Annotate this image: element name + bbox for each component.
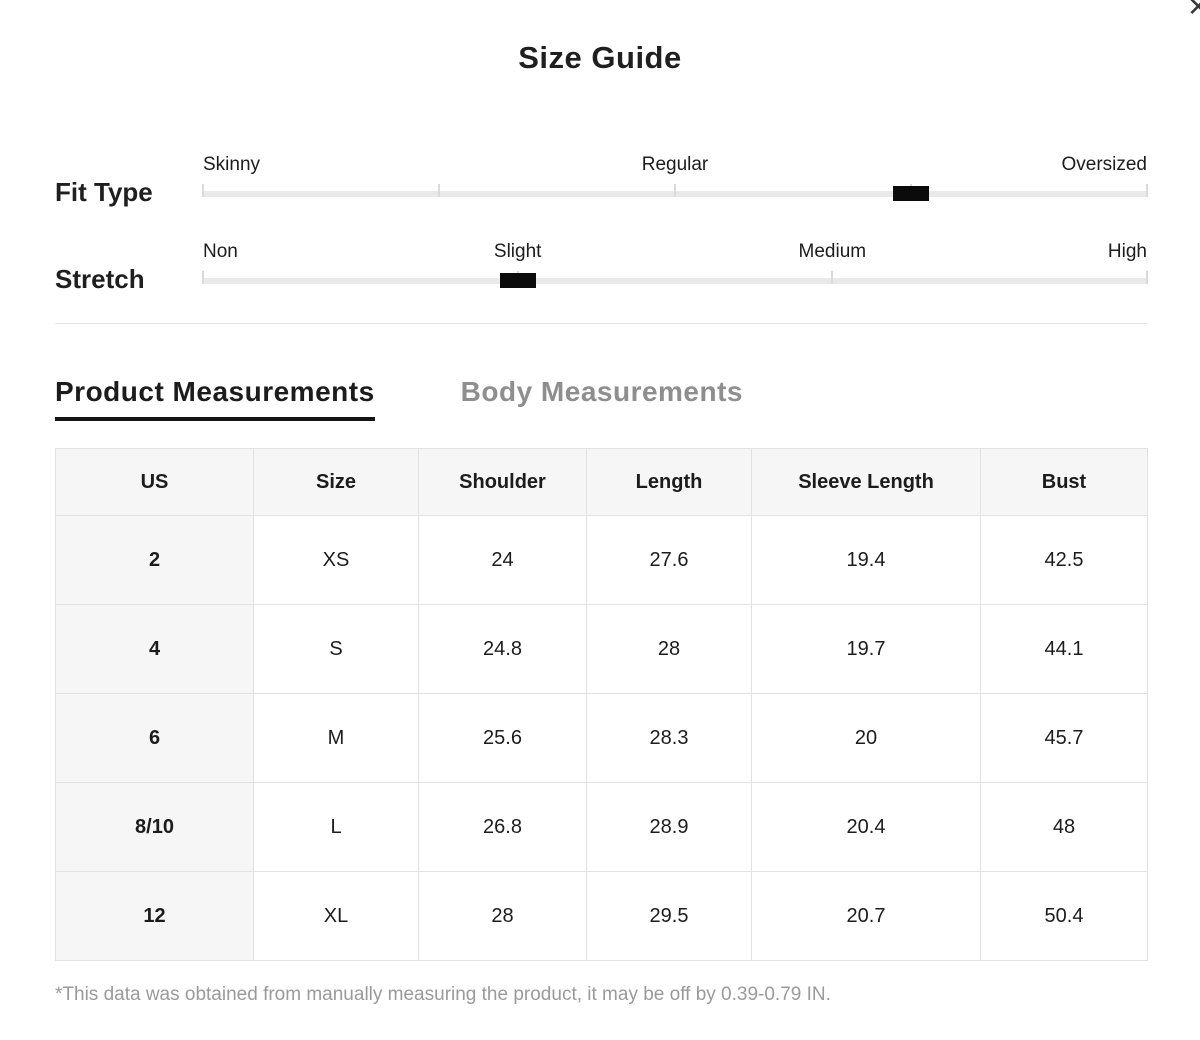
measurement-cell: XL	[253, 871, 419, 961]
slider-stretch: Non Slight Medium High	[202, 232, 1148, 319]
slider-option-labels: Non Slight Medium High	[203, 240, 1147, 264]
measurement-cell: 26.8	[418, 782, 587, 872]
measurement-tabs: Product Measurements Body Measurements	[55, 375, 743, 421]
column-header-bust: Bust	[980, 448, 1148, 516]
table-row: 8/10 L 26.8 28.9 20.4 48	[55, 782, 1148, 872]
measurement-cell: L	[253, 782, 419, 872]
slider-tick	[438, 184, 440, 197]
slider-track[interactable]	[202, 184, 1148, 201]
table-row: 12 XL 28 29.5 20.7 50.4	[55, 871, 1148, 961]
measurement-cell: M	[253, 693, 419, 783]
column-header-sleeve-length: Sleeve Length	[751, 448, 981, 516]
measurement-cell: 50.4	[980, 871, 1148, 961]
slider-tick	[674, 184, 676, 197]
column-header-length: Length	[586, 448, 752, 516]
attribute-label: Fit Type	[55, 177, 153, 207]
measurement-cell: 28	[418, 871, 587, 961]
measurement-cell: 44.1	[980, 604, 1148, 694]
table-row: 4 S 24.8 28 19.7 44.1	[55, 604, 1148, 694]
slider-tick	[1146, 271, 1148, 284]
slider-option-label-skinny: Skinny	[203, 154, 261, 175]
slider-option-label-non: Non	[203, 241, 238, 262]
column-header-shoulder: Shoulder	[418, 448, 587, 516]
measurement-cell: 42.5	[980, 515, 1148, 605]
measurement-cell: 20	[751, 693, 981, 783]
slider-fit-type: Skinny Regular Oversized	[202, 145, 1148, 232]
measurement-cell: 28.9	[586, 782, 752, 872]
slider-tick	[202, 271, 204, 284]
measurement-cell: 28	[586, 604, 752, 694]
slider-option-labels: Skinny Regular Oversized	[203, 153, 1147, 177]
table-header-row: US Size Shoulder Length Sleeve Length Bust	[55, 448, 1148, 516]
us-size-cell: 2	[55, 515, 254, 605]
measurement-cell: 27.6	[586, 515, 752, 605]
measurement-cell: 20.4	[751, 782, 981, 872]
close-icon[interactable]: ✕	[1187, 0, 1200, 21]
column-header-size: Size	[253, 448, 419, 516]
slider-option-label-slight: Slight	[493, 241, 542, 262]
slider-option-label-regular: Regular	[641, 154, 709, 175]
slider-option-label-high: High	[1107, 241, 1147, 262]
fit-attributes-section: Fit Type Skinny Regular Oversized Stretch Non…	[55, 145, 1148, 319]
tab-body-measurements[interactable]: Body Measurements	[460, 376, 744, 407]
table-row: 6 M 25.6 28.3 20 45.7	[55, 693, 1148, 783]
slider-marker[interactable]	[893, 186, 929, 201]
page-title: Size Guide	[518, 40, 682, 75]
slider-tick	[831, 271, 834, 284]
measurement-cell: 20.7	[751, 871, 981, 961]
slider-option-label-oversized: Oversized	[1061, 154, 1147, 175]
measurement-cell: 29.5	[586, 871, 752, 961]
attribute-row-stretch: Stretch Non Slight Medium High	[55, 232, 1148, 319]
slider-tick	[202, 184, 204, 197]
measurement-cell: 45.7	[980, 693, 1148, 783]
us-size-cell: 6	[55, 693, 254, 783]
measurement-cell: XS	[253, 515, 419, 605]
attribute-row-fit-type: Fit Type Skinny Regular Oversized	[55, 145, 1148, 232]
slider-option-label-medium: Medium	[798, 241, 867, 262]
measurement-cell: 25.6	[418, 693, 587, 783]
us-size-cell: 12	[55, 871, 254, 961]
measurement-cell: 19.7	[751, 604, 981, 694]
slider-marker[interactable]	[499, 273, 536, 288]
table-row: 2 XS 24 27.6 19.4 42.5	[55, 515, 1148, 605]
measurement-disclaimer: *This data was obtained from manually me…	[55, 984, 831, 1005]
slider-tick	[1146, 184, 1148, 197]
measurement-cell: S	[253, 604, 419, 694]
slider-track[interactable]	[202, 271, 1148, 288]
measurement-cell: 24	[418, 515, 587, 605]
us-size-cell: 8/10	[55, 782, 254, 872]
column-header-us: US	[55, 448, 254, 516]
measurement-cell: 28.3	[586, 693, 752, 783]
measurement-cell: 24.8	[418, 604, 587, 694]
measurement-cell: 19.4	[751, 515, 981, 605]
tab-product-measurements[interactable]: Product Measurements	[55, 375, 375, 421]
us-size-cell: 4	[55, 604, 254, 694]
measurement-cell: 48	[980, 782, 1148, 872]
attribute-label: Stretch	[55, 264, 145, 294]
section-divider	[55, 323, 1147, 324]
